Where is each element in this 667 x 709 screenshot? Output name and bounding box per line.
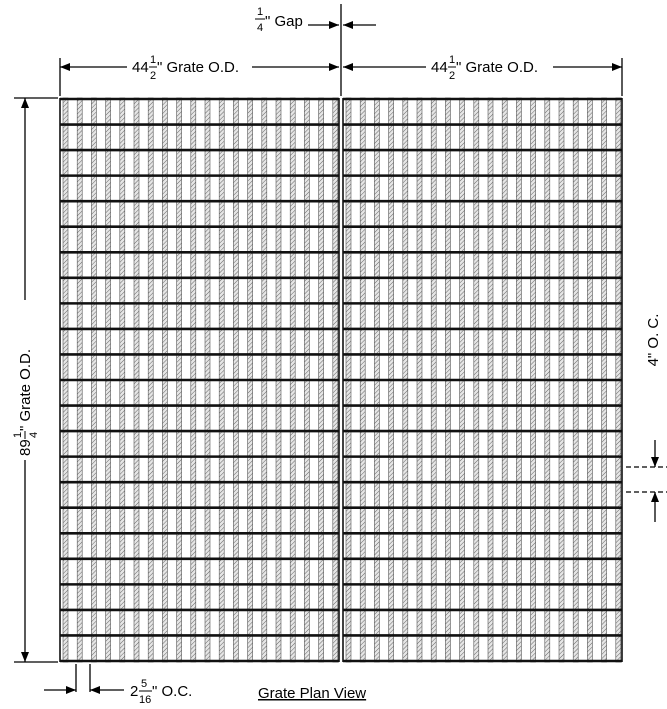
fraction-denominator: 16 [139, 694, 151, 706]
rotated-label: 4" O. C. [645, 314, 662, 367]
fraction-numerator: 1 [150, 54, 156, 66]
fraction-numerator: 5 [141, 678, 147, 690]
dimension-text: " Grate O.D. [456, 59, 538, 76]
dimension-text: " Gap [265, 13, 303, 30]
bar-spacing-dimension: 2 5 16 " O.C. [44, 664, 192, 706]
dimension-text: " Grate O.D. [157, 59, 239, 76]
fraction-denominator: 4 [28, 432, 40, 438]
rotated-label: 89 1 4 " Grate O.D. [12, 349, 40, 456]
dimension-text: 4" O. C. [645, 314, 662, 367]
grate [59, 97, 623, 663]
fraction-denominator: 4 [257, 22, 263, 34]
fraction-numerator: 1 [449, 54, 455, 66]
dimension-text: " O.C. [152, 683, 192, 700]
dimension-whole: 44 [431, 59, 448, 76]
dimension-whole: 2 [130, 683, 138, 700]
width-dimensions: 44 1 2 " Grate O.D. 44 1 2 " Grate O.D. [59, 54, 623, 96]
drawing-title: Grate Plan View [258, 685, 366, 702]
fraction-denominator: 2 [150, 70, 156, 82]
dimension-whole: 44 [132, 59, 149, 76]
fraction-numerator: 1 [12, 432, 24, 438]
gap-dimension: 1 4 " Gap [255, 4, 376, 96]
fraction-numerator: 1 [257, 6, 263, 18]
length-dimension: 89 1 4 " Grate O.D. [12, 97, 58, 663]
dimension-text: " Grate O.D. [17, 349, 34, 431]
fraction-denominator: 2 [449, 70, 455, 82]
crossbar-spacing-dimension: 4" O. C. [626, 314, 667, 522]
dimension-whole: 89 [17, 439, 34, 456]
